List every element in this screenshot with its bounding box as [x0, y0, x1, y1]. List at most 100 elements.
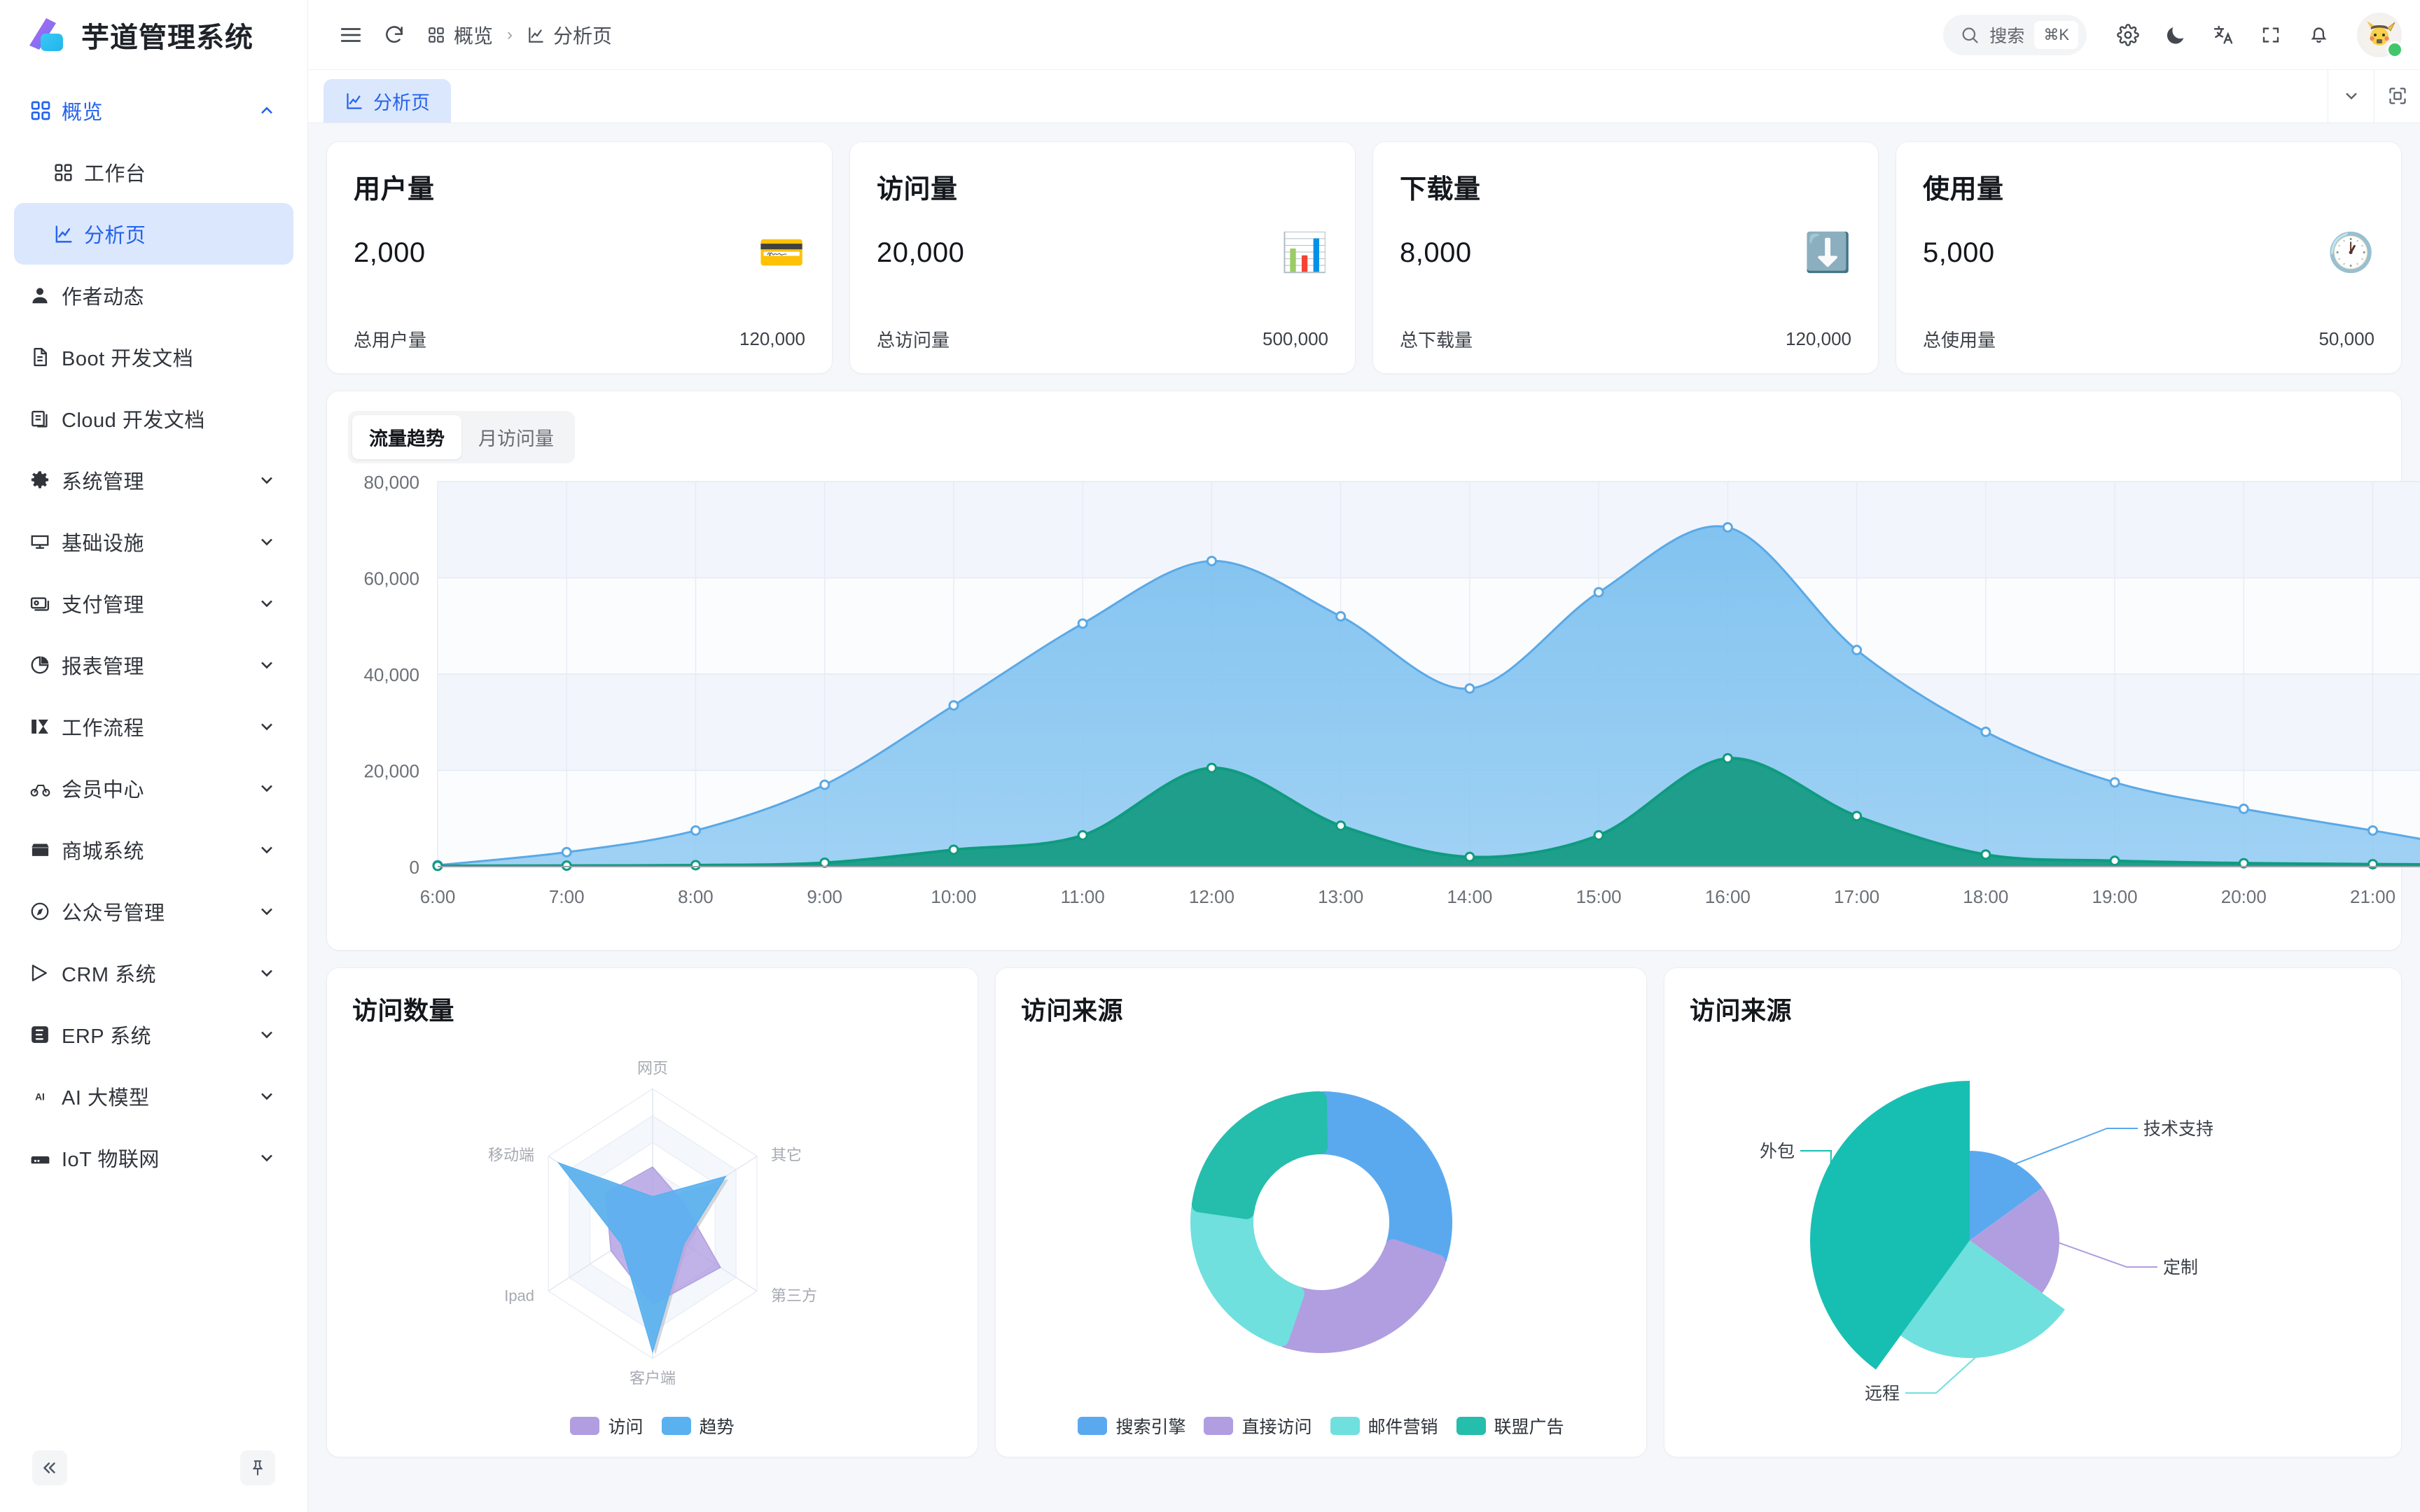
sidebar-item-official-account[interactable]: 公众号管理 [14, 881, 293, 942]
sidebar-item-report-management[interactable]: 报表管理 [14, 634, 293, 696]
brand[interactable]: 芋道管理系统 [0, 0, 307, 70]
sidebar-item-payment-management[interactable]: 支付管理 [14, 573, 293, 634]
status-badge [2386, 41, 2403, 58]
chevron-down-icon [257, 902, 277, 921]
legend-item[interactable]: 直接访问 [1204, 1413, 1312, 1438]
sidebar-pin-button[interactable] [240, 1450, 275, 1485]
sidebar-item-workbench[interactable]: 工作台 [14, 141, 293, 203]
sidebar-item-mall-system[interactable]: 商城系统 [14, 819, 293, 881]
menu-toggle-button[interactable] [329, 13, 373, 57]
chevron-down-icon [257, 717, 277, 736]
sidebar-item-label: 会员中心 [62, 779, 145, 802]
chevron-down-icon [257, 532, 277, 552]
send-icon [29, 962, 62, 983]
trend-tab-monthly[interactable]: 月访问量 [478, 428, 554, 449]
gear-icon [29, 470, 62, 491]
radar-legend: 访问 趋势 [352, 1413, 952, 1443]
sidebar-item-label: 商城系统 [62, 841, 145, 863]
sidebar-item-label: 支付管理 [62, 594, 145, 617]
tab-analysis[interactable]: 分析页 [324, 79, 451, 122]
stat-total-label: 总访问量 [877, 330, 950, 351]
svg-text:网页: 网页 [637, 1059, 667, 1077]
topbar-actions: 搜索 ⌘K [1943, 12, 2403, 58]
svg-text:12:00: 12:00 [1189, 886, 1235, 907]
trend-tab-traffic[interactable]: 流量趋势 [352, 415, 461, 459]
sidebar-item-author-news[interactable]: 作者动态 [14, 265, 293, 326]
visit-source-rose-card: 访问来源 技术支持 定制 远程 外包 [1664, 967, 2402, 1457]
visit-source-donut-card: 访问来源 搜索引擎 直接访问 [995, 967, 1647, 1457]
dark-mode-button[interactable] [2154, 13, 2197, 57]
sidebar-item-ai-model[interactable]: AI AI 大模型 [14, 1065, 293, 1127]
legend-label: 访问 [608, 1418, 644, 1437]
legend-label: 趋势 [699, 1418, 735, 1437]
taro-logo-icon [25, 15, 66, 55]
sidebar: 芋道管理系统 概览 [0, 0, 308, 1512]
sidebar-item-label: Boot 开发文档 [62, 348, 194, 370]
sidebar-item-erp-system[interactable]: ERP 系统 [14, 1004, 293, 1065]
sidebar-item-member-center[interactable]: 会员中心 [14, 757, 293, 819]
radar-chart-container: 网页 其它 第三方 客户端 Ipad 移动端 [352, 1027, 952, 1413]
svg-text:移动端: 移动端 [488, 1147, 534, 1164]
expand-screen-icon [2388, 86, 2407, 106]
sidebar-item-system-management[interactable]: 系统管理 [14, 449, 293, 511]
legend-item[interactable]: 联盟广告 [1456, 1413, 1564, 1438]
sidebar-item-infrastructure[interactable]: 基础设施 [14, 511, 293, 573]
svg-text:AI: AI [35, 1092, 45, 1102]
stat-card-users: 用户量 2,000 💳 总用户量 120,000 [326, 141, 833, 374]
traffic-trend-svg: 0 20,000 40,000 60,000 80,000 6:00 7:00 8:00 9:0… [363, 472, 2420, 907]
donut-chart-container [1021, 1027, 1621, 1413]
svg-text:7:00: 7:00 [549, 886, 585, 907]
stat-value: 5,000 [1923, 237, 1995, 268]
bell-icon [2308, 24, 2330, 46]
chevron-down-icon [257, 655, 277, 675]
stat-total-value: 120,000 [739, 328, 805, 349]
sidebar-item-boot-docs[interactable]: Boot 开发文档 [14, 326, 293, 388]
stat-footer: 总下载量 120,000 [1400, 326, 1851, 352]
breadcrumb-item-analysis[interactable]: 分析页 [527, 21, 612, 49]
svg-text:技术支持: 技术支持 [2143, 1119, 2213, 1139]
sidebar-item-label: 概览 [62, 102, 104, 124]
stat-title: 用户量 [354, 175, 435, 204]
shop-icon [29, 839, 62, 861]
refresh-button[interactable] [373, 13, 416, 57]
stat-title: 使用量 [1923, 175, 2004, 204]
chevron-down-icon [257, 470, 277, 490]
notifications-button[interactable] [2297, 13, 2340, 57]
svg-text:15:00: 15:00 [1576, 886, 1622, 907]
svg-text:40,000: 40,000 [363, 664, 419, 685]
breadcrumb-item-overview[interactable]: 概览 [427, 21, 493, 49]
stat-total-label: 总使用量 [1923, 330, 1996, 351]
breadcrumb-separator: › [507, 24, 513, 44]
settings-button[interactable] [2106, 13, 2150, 57]
sidebar-item-label: CRM 系统 [62, 964, 157, 986]
legend-item[interactable]: 访问 [570, 1413, 644, 1438]
svg-text:远程: 远程 [1865, 1384, 1900, 1404]
legend-item[interactable]: 趋势 [661, 1413, 735, 1438]
fullscreen-button[interactable] [2249, 13, 2293, 57]
file-icon [29, 346, 62, 368]
legend-item[interactable]: 邮件营销 [1330, 1413, 1438, 1438]
search-button[interactable]: 搜索 ⌘K [1943, 14, 2087, 55]
sidebar-item-overview[interactable]: 概览 [14, 80, 293, 141]
sidebar-item-workflow[interactable]: 工作流程 [14, 696, 293, 757]
chart-icon [527, 26, 545, 44]
sidebar-collapse-button[interactable] [32, 1450, 67, 1485]
user-avatar-button[interactable] [2357, 12, 2403, 58]
stat-card-visits: 访问量 20,000 📊 总访问量 500,000 [849, 141, 1356, 374]
sidebar-item-analysis[interactable]: 分析页 [14, 203, 293, 265]
stat-footer: 总使用量 50,000 [1923, 326, 2374, 352]
language-button[interactable] [2202, 13, 2245, 57]
stat-total-label: 总下载量 [1400, 330, 1473, 351]
content-fullscreen-button[interactable] [2374, 69, 2420, 122]
sidebar-item-iot[interactable]: IoT 物联网 [14, 1127, 293, 1189]
tab-dropdown-button[interactable] [2328, 69, 2374, 122]
stat-value: 2,000 [354, 237, 426, 268]
legend-item[interactable]: 搜索引擎 [1078, 1413, 1185, 1438]
stat-main: 2,000 💳 [354, 234, 805, 272]
grid-icon [29, 99, 62, 122]
compass-icon [29, 901, 62, 922]
sidebar-item-cloud-docs[interactable]: Cloud 开发文档 [14, 388, 293, 449]
stat-total-label: 总用户量 [354, 330, 427, 351]
refresh-icon [383, 24, 405, 46]
sidebar-item-crm-system[interactable]: CRM 系统 [14, 942, 293, 1004]
